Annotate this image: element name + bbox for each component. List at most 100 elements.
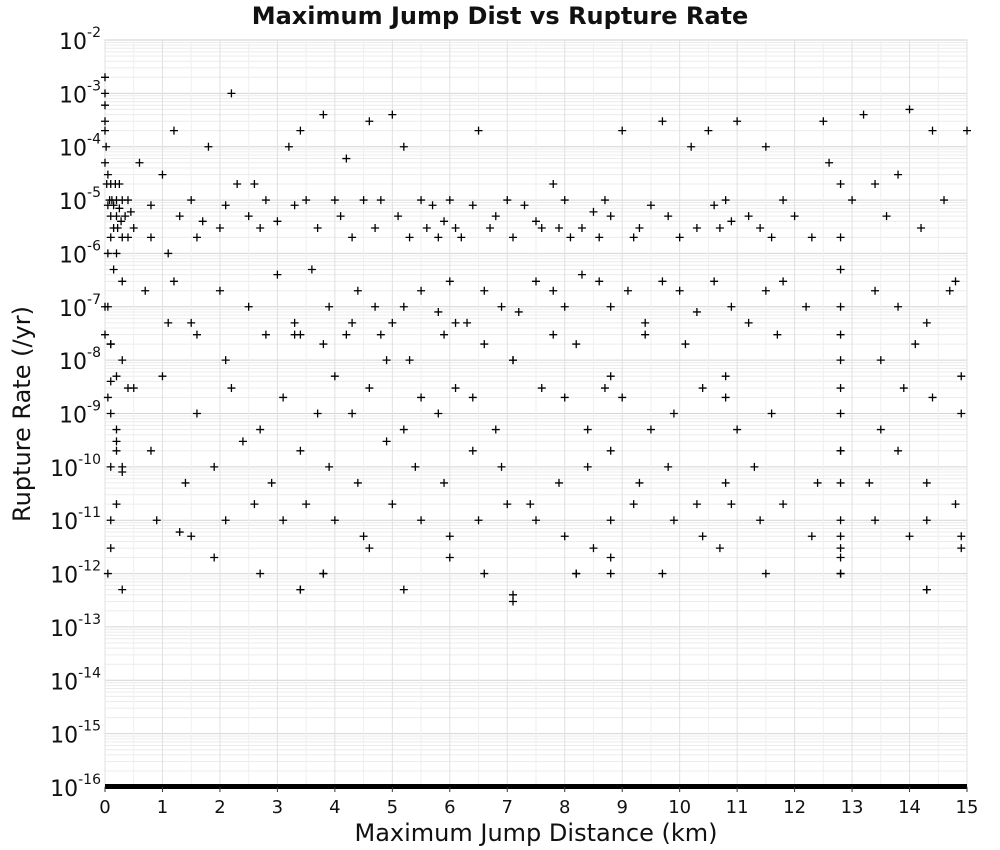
data-point <box>123 196 132 205</box>
data-point <box>497 462 506 471</box>
data-point <box>221 516 230 525</box>
data-point <box>152 516 161 525</box>
data-point <box>164 318 173 327</box>
x-tick-label: 2 <box>214 797 225 818</box>
data-point <box>388 110 397 119</box>
data-point <box>727 217 736 226</box>
x-tick-label: 9 <box>616 797 627 818</box>
data-point <box>549 330 558 339</box>
y-tick-label: 10-16 <box>50 772 101 802</box>
data-point <box>109 201 118 210</box>
data-point <box>836 446 845 455</box>
data-point <box>945 286 954 295</box>
x-tick-label: 11 <box>726 797 749 818</box>
data-point <box>103 170 112 179</box>
data-point <box>117 217 126 226</box>
data-point <box>451 223 460 232</box>
data-point <box>721 478 730 487</box>
data-point <box>164 249 173 258</box>
data-point <box>922 318 931 327</box>
data-point <box>434 233 443 242</box>
data-point <box>115 204 124 213</box>
data-point <box>474 126 483 135</box>
data-point <box>876 356 885 365</box>
data-point <box>296 446 305 455</box>
data-point <box>704 126 713 135</box>
data-point <box>790 212 799 221</box>
data-point <box>606 516 615 525</box>
data-point <box>767 233 776 242</box>
x-tick-label: 8 <box>559 797 570 818</box>
data-point <box>744 212 753 221</box>
data-point <box>382 356 391 365</box>
data-point <box>836 553 845 562</box>
data-point <box>175 212 184 221</box>
data-point <box>336 212 345 221</box>
data-point <box>595 277 604 286</box>
data-point <box>313 223 322 232</box>
y-tick-label: 10-12 <box>50 559 101 589</box>
data-point <box>417 516 426 525</box>
data-point <box>102 142 111 151</box>
data-point <box>103 393 112 402</box>
data-point <box>187 318 196 327</box>
data-point <box>532 516 540 525</box>
x-tick-label: 13 <box>841 797 864 818</box>
data-point <box>554 478 563 487</box>
data-point <box>905 532 914 541</box>
data-point <box>434 409 443 418</box>
data-point <box>244 212 253 221</box>
data-point <box>233 180 242 189</box>
x-tick-label: 12 <box>783 797 806 818</box>
data-point <box>279 516 288 525</box>
data-point <box>187 196 196 205</box>
data-point <box>394 212 403 221</box>
data-point <box>658 569 667 578</box>
data-point <box>146 446 155 455</box>
data-point <box>940 196 949 205</box>
data-point <box>399 302 408 311</box>
x-tick-label: 3 <box>272 797 283 818</box>
data-point <box>273 217 282 226</box>
data-point <box>227 89 236 98</box>
data-point <box>109 265 118 274</box>
data-point <box>836 233 845 242</box>
data-point <box>103 249 112 258</box>
data-point <box>353 478 362 487</box>
x-tick-label: 14 <box>898 797 921 818</box>
data-point <box>646 425 655 434</box>
data-point <box>957 544 966 553</box>
y-axis-ticks: 10-2 10-3 10-4 10-5 10-6 10-7 10-8 10-9 10-10 10-… <box>50 25 101 802</box>
data-point <box>319 110 328 119</box>
data-point <box>198 217 207 226</box>
data-point <box>382 437 391 446</box>
data-point <box>101 101 109 110</box>
data-point <box>365 544 374 553</box>
data-point <box>371 223 380 232</box>
data-point <box>284 142 293 151</box>
grid <box>104 40 968 788</box>
data-point <box>509 233 518 242</box>
data-point <box>411 462 420 471</box>
data-point <box>118 356 127 365</box>
data-point <box>417 286 426 295</box>
data-point <box>871 516 880 525</box>
data-point <box>215 286 224 295</box>
data-point <box>210 553 219 562</box>
data-point <box>503 500 512 509</box>
data-point <box>698 384 707 393</box>
data-point <box>474 516 483 525</box>
data-point <box>319 569 328 578</box>
data-point <box>687 142 696 151</box>
data-point <box>497 302 506 311</box>
data-point <box>330 516 339 525</box>
data-point <box>836 409 845 418</box>
data-point <box>727 500 736 509</box>
data-point <box>526 500 535 509</box>
data-point <box>106 233 115 242</box>
x-tick-label: 15 <box>956 797 979 818</box>
data-point <box>491 212 500 221</box>
data-point <box>371 302 380 311</box>
data-point <box>635 478 644 487</box>
